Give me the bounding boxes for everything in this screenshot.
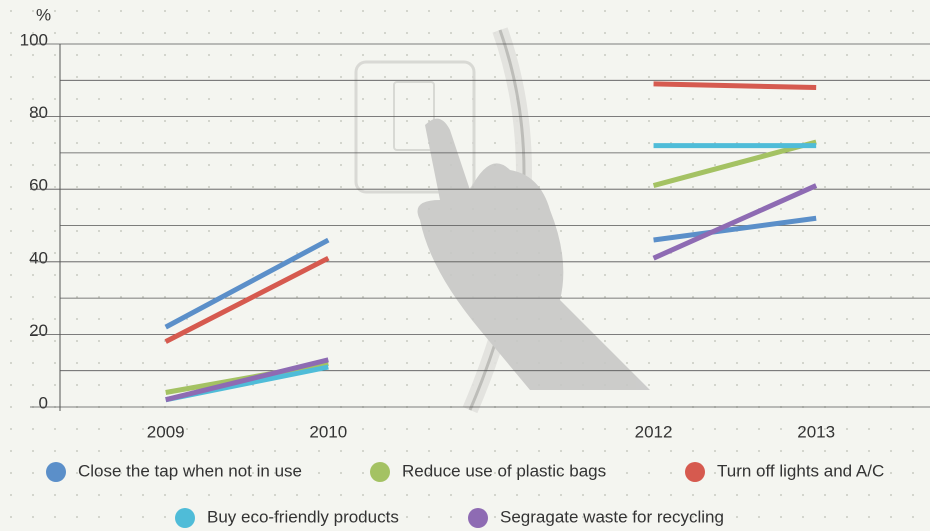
y-tick-label: 20: [29, 321, 48, 340]
legend-swatch: [685, 462, 705, 482]
legend-swatch: [370, 462, 390, 482]
y-tick-label: 40: [29, 248, 48, 267]
x-tick-label: 2009: [147, 422, 185, 441]
line-series: [164, 215, 817, 330]
legend-label: Buy eco-friendly products: [207, 507, 399, 526]
x-tick-label: 2013: [797, 422, 835, 441]
y-tick-label: 80: [29, 103, 48, 122]
legend-swatch: [175, 508, 195, 528]
y-unit: %: [36, 5, 51, 24]
line-series: [165, 183, 818, 403]
legend-label: Close the tap when not in use: [78, 461, 302, 480]
legend-label: Turn off lights and A/C: [717, 461, 884, 480]
x-tick-label: 2012: [635, 422, 673, 441]
legend-label: Segragate waste for recycling: [500, 507, 724, 526]
x-tick-label: 2010: [309, 422, 347, 441]
y-tick-label: 60: [29, 176, 48, 195]
legend-swatch: [46, 462, 66, 482]
y-tick-label: 0: [39, 393, 48, 412]
line-series: [164, 81, 817, 344]
illustration: [354, 27, 650, 414]
legend-swatch: [468, 508, 488, 528]
y-tick-label: 100: [20, 30, 48, 49]
legend-label: Reduce use of plastic bags: [402, 461, 606, 480]
